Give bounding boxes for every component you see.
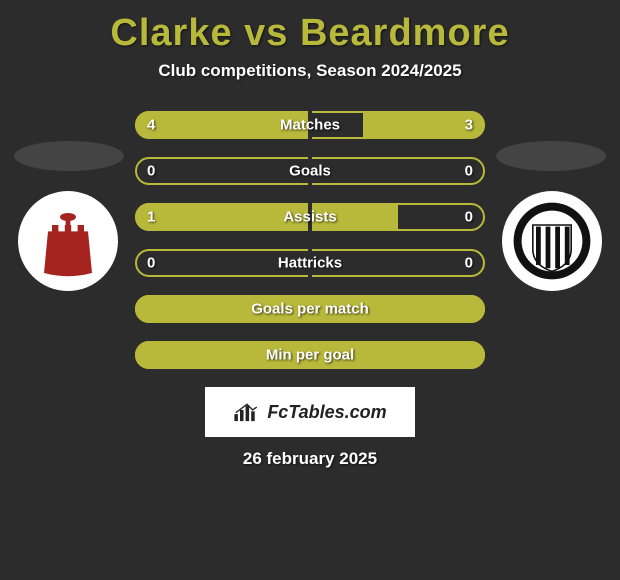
footer-brand: FcTables.com bbox=[205, 387, 415, 437]
footer-brand-text: FcTables.com bbox=[267, 402, 386, 423]
stat-value-right: 0 bbox=[465, 163, 473, 180]
stat-value-left: 0 bbox=[147, 163, 155, 180]
comparison-card: Clarke vs Beardmore Club competitions, S… bbox=[0, 0, 620, 469]
stat-row: 0 0 Goals bbox=[135, 157, 485, 185]
stat-label: Hattricks bbox=[278, 255, 342, 272]
stat-row: 0 0 Hattricks bbox=[135, 249, 485, 277]
team-badge-left bbox=[18, 191, 118, 291]
footer-date: 26 february 2025 bbox=[243, 449, 377, 469]
stat-bar-left bbox=[135, 203, 398, 231]
stat-label: Min per goal bbox=[266, 347, 354, 364]
stat-bars: 4 3 Matches 0 0 Goals 1 0 Assists 0 0 Hattricks Goal… bbox=[135, 111, 485, 369]
stat-row: Min per goal bbox=[135, 341, 485, 369]
stat-value-right: 0 bbox=[465, 209, 473, 226]
stat-value-left: 0 bbox=[147, 255, 155, 272]
main-area: 4 3 Matches 0 0 Goals 1 0 Assists 0 0 Hattricks Goal… bbox=[0, 111, 620, 369]
stat-row: Goals per match bbox=[135, 295, 485, 323]
page-subtitle: Club competitions, Season 2024/2025 bbox=[158, 61, 461, 81]
striped-shield-crest-icon bbox=[512, 201, 592, 281]
badge-shadow-right bbox=[496, 141, 606, 171]
stat-value-left: 1 bbox=[147, 209, 155, 226]
team-badge-right bbox=[502, 191, 602, 291]
fctables-logo-icon bbox=[233, 401, 261, 423]
stat-value-left: 4 bbox=[147, 117, 155, 134]
stat-label: Assists bbox=[283, 209, 336, 226]
stat-label: Matches bbox=[280, 117, 340, 134]
stat-row: 1 0 Assists bbox=[135, 203, 485, 231]
stat-value-right: 3 bbox=[465, 117, 473, 134]
stat-row: 4 3 Matches bbox=[135, 111, 485, 139]
stat-value-right: 0 bbox=[465, 255, 473, 272]
tower-crest-icon bbox=[28, 201, 108, 281]
stat-label: Goals bbox=[289, 163, 331, 180]
page-title: Clarke vs Beardmore bbox=[110, 12, 509, 55]
stat-label: Goals per match bbox=[251, 301, 369, 318]
badge-shadow-left bbox=[14, 141, 124, 171]
